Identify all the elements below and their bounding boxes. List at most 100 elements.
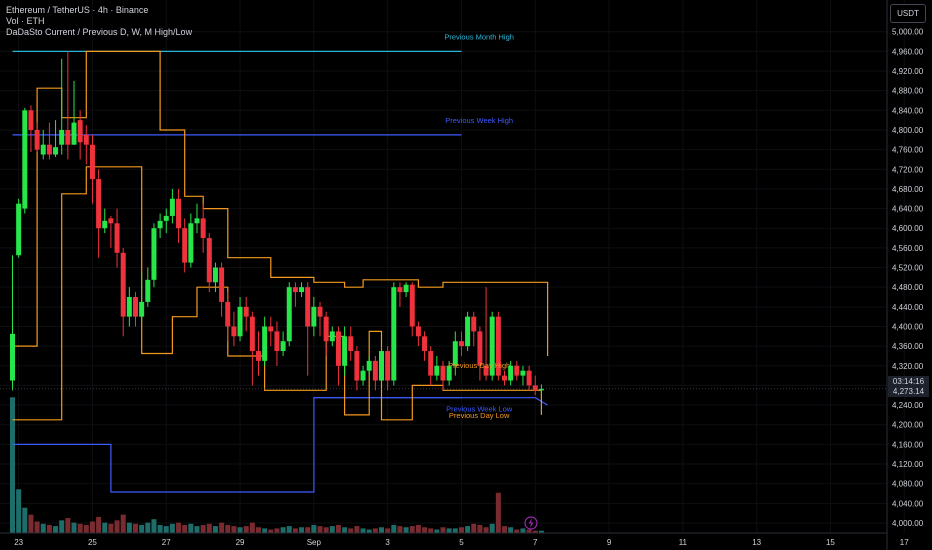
volume-bar — [256, 527, 261, 533]
candle-body — [176, 198, 182, 229]
volume-bar — [483, 527, 489, 533]
volume-bar — [219, 522, 225, 533]
volume-bar — [415, 524, 421, 533]
volume-bar — [532, 530, 538, 533]
candle-body — [96, 179, 102, 229]
volume-legend[interactable]: Vol · ETH — [6, 16, 45, 26]
candle-body — [163, 215, 169, 221]
volume-bar — [212, 526, 218, 533]
time-tick-label: 25 — [88, 538, 97, 547]
price-tick-label: 4,400.00 — [892, 322, 924, 331]
candle-body — [133, 297, 138, 317]
volume-bar — [335, 524, 341, 533]
candle-body — [286, 287, 292, 342]
candle-body — [231, 326, 237, 337]
candle-body — [317, 306, 323, 317]
candle-body — [145, 279, 151, 302]
volume-bar — [317, 526, 323, 533]
volume-bar — [477, 524, 483, 533]
candle-body — [489, 316, 495, 376]
price-tick-label: 4,320.00 — [892, 362, 924, 371]
volume-bar — [16, 489, 22, 533]
chart-grid — [0, 0, 905, 533]
symbol-title[interactable]: Ethereum / TetherUS · 4h · Binance — [6, 5, 149, 15]
volume-bar — [200, 524, 206, 533]
indicator-legend[interactable]: DaDaSto Current / Previous D, W, M High/… — [6, 27, 193, 37]
price-tick-label: 4,080.00 — [892, 480, 924, 489]
candle-body — [502, 375, 507, 381]
time-tick-label: 17 — [900, 538, 909, 547]
candle-body — [89, 144, 95, 180]
candle-body — [311, 306, 317, 327]
candle-body — [526, 370, 532, 386]
volume-bar — [286, 526, 292, 533]
price-axis[interactable]: 4,000.00 4,040.00 4,080.00 4,120.00 4,160.00… — [892, 28, 924, 528]
volume-bar — [225, 524, 231, 533]
previous-day-high-label: Previous Day High — [448, 361, 510, 370]
volume-bar — [96, 516, 102, 533]
volume-bar — [428, 528, 434, 533]
candle-body — [268, 326, 274, 332]
time-tick-label: Sep — [307, 538, 322, 547]
volume-bar — [360, 528, 366, 533]
volume-bar — [163, 526, 169, 533]
candle-body — [508, 365, 514, 381]
candle-body — [403, 284, 409, 293]
volume-bar — [28, 514, 34, 533]
price-tick-label: 4,960.00 — [892, 47, 924, 56]
candle-body — [108, 218, 114, 224]
volume-bar — [243, 526, 249, 533]
volume-bar — [440, 527, 446, 533]
candle-body — [188, 223, 194, 263]
candle-body — [360, 370, 366, 381]
candle-body — [391, 287, 397, 381]
candle-body — [514, 365, 520, 376]
volume-bar — [176, 522, 182, 533]
volume-bar — [188, 523, 194, 533]
volume-bar — [526, 529, 532, 533]
price-tick-label: 4,600.00 — [892, 224, 924, 233]
currency-button[interactable]: USDT — [890, 4, 926, 23]
candle-body — [440, 365, 446, 381]
candle-body — [256, 351, 261, 361]
time-tick-label: 11 — [679, 538, 688, 547]
volume-bar — [126, 522, 132, 533]
candle-body — [71, 122, 77, 145]
candle-body — [280, 341, 286, 352]
candle-body — [10, 333, 15, 381]
volume-bar — [323, 527, 329, 533]
volume-bar — [391, 524, 397, 533]
volume-bar — [342, 527, 348, 533]
volume-bar — [311, 524, 317, 533]
volume-bar — [89, 521, 95, 533]
volume-bar — [249, 522, 255, 533]
volume-bar — [102, 522, 108, 533]
candle-body — [299, 287, 305, 293]
volume-bar — [262, 528, 268, 533]
price-tick-label: 4,880.00 — [892, 87, 924, 96]
volume-bar — [65, 518, 71, 533]
volume-bar — [280, 527, 286, 533]
lightning-icon[interactable] — [524, 516, 538, 530]
time-axis[interactable]: 23252729Sep35791113151719 — [14, 538, 932, 547]
volume-bar — [403, 527, 409, 533]
price-tick-label: 4,520.00 — [892, 264, 924, 273]
volume-bar — [157, 524, 163, 533]
volume-bar — [354, 526, 360, 533]
volume-bar — [268, 529, 274, 533]
candle-body — [237, 306, 243, 337]
volume-bar — [538, 530, 544, 533]
volume-bar — [231, 526, 237, 533]
volume-bar — [446, 528, 452, 533]
volume-bar — [182, 524, 188, 533]
price-tick-label: 4,720.00 — [892, 165, 924, 174]
candle-body — [40, 144, 46, 155]
candle-body — [16, 203, 22, 256]
candle-body — [157, 220, 163, 229]
candle-body — [379, 351, 384, 381]
candle-body — [225, 301, 231, 327]
candle-body — [335, 331, 341, 366]
candle-body — [59, 129, 65, 145]
volume-bar — [59, 520, 65, 533]
